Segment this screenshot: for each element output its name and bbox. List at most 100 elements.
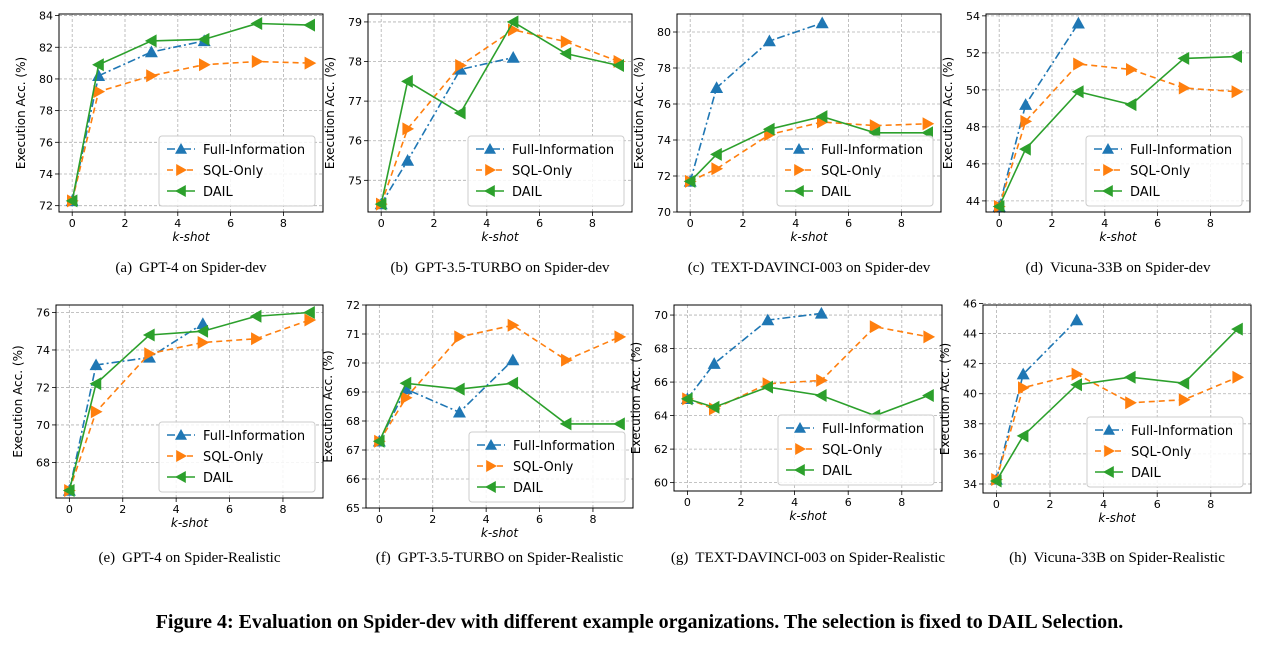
data-point xyxy=(507,318,520,332)
x-tick-label: 8 xyxy=(1207,217,1214,230)
subplot-caption: (h) Vicuna-33B on Spider-Realistic xyxy=(957,550,1277,567)
subplot-caption-letter: (h) xyxy=(1009,550,1027,566)
legend-marker xyxy=(175,471,186,483)
subplot-b: 0 2 4 6 8 75 76 77 78 79 k-shot Execution Acc. (%) F… xyxy=(323,13,633,244)
subplot-caption: (c) TEXT-DAVINCI-003 on Spider-dev xyxy=(649,260,969,277)
subplot-caption: (a) GPT-4 on Spider-dev xyxy=(31,260,351,277)
data-point xyxy=(506,376,519,390)
y-tick-label: 68 xyxy=(346,415,360,428)
legend-marker xyxy=(1103,466,1114,478)
subplot-caption-letter: (c) xyxy=(687,260,705,276)
legend-box xyxy=(467,135,625,207)
legend-box xyxy=(468,431,626,503)
y-tick-label: 84 xyxy=(39,10,53,23)
data-point xyxy=(707,357,721,369)
legend-label: Full-Information xyxy=(203,143,305,158)
data-point xyxy=(1123,370,1136,384)
y-tick-label: 74 xyxy=(39,168,53,181)
y-tick-label: 46 xyxy=(966,158,980,171)
y-tick-label: 68 xyxy=(36,456,50,469)
series-line-sql-only xyxy=(998,63,1237,207)
y-axis-label: Execution Acc. (%) xyxy=(629,342,643,454)
y-tick-label: 72 xyxy=(657,170,671,183)
subplot-caption: (g) TEXT-DAVINCI-003 on Spider-Realistic xyxy=(648,550,968,567)
data-point xyxy=(374,197,387,211)
subplot-caption-letter: (f) xyxy=(375,550,391,566)
legend-label: DAIL xyxy=(512,185,543,200)
x-tick-label: 8 xyxy=(589,217,596,230)
legend-marker xyxy=(175,143,187,154)
data-point xyxy=(372,434,385,448)
data-point xyxy=(1020,114,1033,128)
y-tick-label: 38 xyxy=(963,418,977,431)
legend-label: DAIL xyxy=(1131,466,1162,481)
series-line-full-information xyxy=(71,40,205,202)
y-tick-label: 70 xyxy=(346,357,360,370)
y-tick-label: 42 xyxy=(963,358,977,371)
data-point xyxy=(1071,367,1084,381)
x-tick-label: 6 xyxy=(845,217,852,230)
x-axis-label: k-shot xyxy=(789,509,827,523)
legend: Full-Information SQL-Only DAIL xyxy=(158,421,316,493)
data-point xyxy=(1070,313,1084,326)
data-point xyxy=(683,174,696,188)
y-tick-label: 76 xyxy=(36,306,50,319)
legend-marker xyxy=(793,143,805,154)
data-point xyxy=(506,353,520,366)
data-point xyxy=(93,85,106,99)
data-point xyxy=(815,16,829,29)
x-tick-label: 4 xyxy=(173,503,180,516)
data-point xyxy=(762,34,776,47)
subplot-caption: (d) Vicuna-33B on Spider-dev xyxy=(958,260,1278,277)
x-tick-label: 8 xyxy=(898,496,905,509)
y-tick-label: 79 xyxy=(348,16,362,29)
x-tick-label: 2 xyxy=(1049,217,1056,230)
x-tick-label: 8 xyxy=(280,217,287,230)
data-point xyxy=(89,358,103,371)
x-tick-label: 2 xyxy=(429,513,436,526)
data-point xyxy=(90,405,103,419)
axes-frame xyxy=(58,13,324,213)
data-point xyxy=(62,484,75,498)
series-line-full-information xyxy=(378,359,514,442)
data-point xyxy=(402,122,415,136)
series-line-dail xyxy=(995,328,1239,482)
legend-box xyxy=(1085,135,1243,207)
data-point xyxy=(1019,142,1031,156)
legend-label: SQL-Only xyxy=(203,164,264,179)
y-tick-label: 80 xyxy=(39,73,53,86)
legend-label: Full-Information xyxy=(821,143,923,158)
y-tick-label: 80 xyxy=(657,26,671,39)
y-tick-label: 70 xyxy=(657,206,671,219)
legend-box xyxy=(1086,416,1244,488)
series-line-dail xyxy=(68,311,310,491)
y-tick-label: 72 xyxy=(346,299,360,312)
data-point xyxy=(1125,396,1137,410)
data-point xyxy=(400,391,413,405)
x-tick-label: 6 xyxy=(536,217,543,230)
subplot-caption-letter: (a) xyxy=(115,260,133,276)
data-point xyxy=(711,162,724,176)
data-point xyxy=(92,58,104,72)
y-tick-label: 36 xyxy=(963,448,977,461)
series-line-full-information xyxy=(998,22,1080,207)
data-point xyxy=(762,122,775,136)
data-point xyxy=(146,69,158,83)
data-point xyxy=(1018,381,1030,395)
legend-label: DAIL xyxy=(822,464,853,479)
axes-frame xyxy=(982,304,1252,494)
y-tick-label: 46 xyxy=(963,297,977,310)
x-tick-label: 2 xyxy=(738,496,745,509)
data-point xyxy=(1177,51,1190,65)
data-point xyxy=(561,353,573,367)
legend: Full-Information SQL-Only DAIL xyxy=(776,135,934,207)
legend-marker xyxy=(795,443,806,455)
legend-label: SQL-Only xyxy=(821,164,882,179)
axes-frame xyxy=(367,13,633,213)
subplot-caption-text: Vicuna-33B on Spider-dev xyxy=(1050,260,1211,276)
data-point xyxy=(992,199,1005,213)
x-axis-label: k-shot xyxy=(790,230,828,244)
data-point xyxy=(1071,85,1084,99)
subplot-caption-text: GPT-3.5-TURBO on Spider-dev xyxy=(414,260,610,276)
